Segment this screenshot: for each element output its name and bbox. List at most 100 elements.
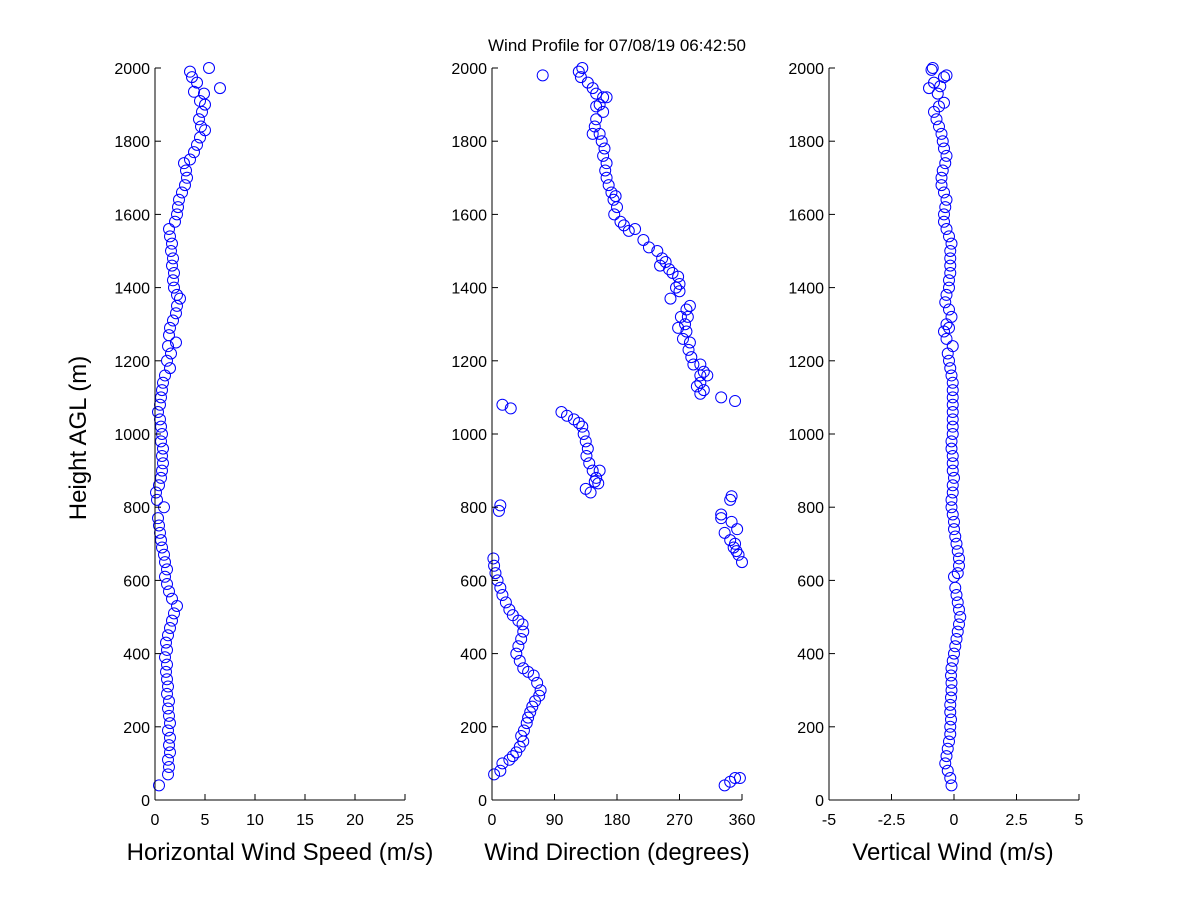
direction-data-point [674, 310, 687, 323]
vertical-data-point [944, 362, 957, 375]
vertical-data-point [945, 493, 958, 506]
direction-data-point [517, 724, 530, 737]
direction-data-point [611, 201, 623, 214]
vertical-data-point [938, 142, 950, 155]
vertical-y-tick-label: 1400 [788, 281, 824, 298]
speed-data-point [152, 512, 164, 525]
speed-x-tick-label: 25 [396, 812, 414, 829]
direction-data-point [694, 387, 707, 400]
vertical-data-point [940, 332, 953, 345]
vertical-data-point [940, 193, 953, 206]
direction-data-point [595, 135, 608, 148]
direction-data-point [515, 729, 528, 742]
vertical-data-point [935, 171, 948, 184]
speed-data-point [163, 695, 175, 708]
speed-data-point [164, 731, 176, 744]
speed-data-point [168, 281, 180, 294]
direction-data-point [504, 402, 517, 415]
speed-data-point [163, 585, 175, 598]
direction-y-tick-label: 1600 [451, 207, 487, 224]
direction-data-point [724, 493, 737, 506]
speed-data-point [186, 71, 198, 84]
vertical-data-point [948, 647, 960, 660]
direction-x-tick-label: 0 [488, 812, 497, 829]
vertical-y-tick-label: 1000 [788, 427, 824, 444]
direction-data-point [517, 662, 530, 675]
vertical-wind-panel: 0 200 400 600 800 1000 1200 1400 1600 1800 2000 -5 -… [788, 61, 1083, 866]
vertical-data-point [946, 457, 959, 470]
speed-data-point [166, 237, 178, 250]
speed-data-point [162, 702, 174, 715]
vertical-data-point [944, 266, 957, 279]
direction-data-point [664, 292, 677, 305]
vertical-data-point [935, 127, 948, 140]
direction-data-point [597, 149, 610, 162]
speed-data-point [165, 347, 177, 360]
speed-data-point [163, 223, 175, 236]
speed-y-tick-label: 200 [123, 720, 150, 737]
speed-data-point [162, 753, 174, 766]
direction-data-point [492, 504, 505, 517]
speed-data-point [188, 146, 200, 159]
direction-y-tick-label: 1400 [451, 281, 487, 298]
direction-data-point [494, 581, 507, 594]
direction-data-point [600, 171, 613, 184]
wind-direction-xlabel: Wind Direction (degrees) [484, 839, 749, 866]
vertical-data-point [945, 713, 957, 726]
direction-data-point [597, 91, 610, 104]
vertical-data-point [946, 654, 959, 667]
speed-data-point [152, 406, 164, 419]
direction-data-point [599, 164, 612, 177]
direction-data-point [533, 689, 546, 702]
speed-data-point [163, 761, 175, 774]
direction-data-point [685, 351, 698, 364]
vertical-x-tick-label: 5 [1075, 812, 1084, 829]
direction-data-point [517, 625, 530, 638]
direction-data-point [679, 318, 692, 331]
speed-data-point [162, 680, 174, 693]
speed-data-point [157, 442, 169, 455]
vertical-data-point [945, 310, 958, 323]
direction-data-point [496, 757, 509, 770]
speed-y-tick-label: 0 [141, 793, 150, 810]
direction-data-point [732, 548, 745, 561]
vertical-data-point [936, 135, 949, 148]
vertical-data-point [946, 413, 959, 426]
vertical-data-point [946, 376, 959, 389]
vertical-data-point [945, 669, 957, 682]
vertical-x-tick-label: 0 [950, 812, 959, 829]
speed-data-point [162, 768, 174, 781]
direction-data-point [690, 380, 703, 393]
vertical-data-point [926, 62, 939, 74]
vertical-data-point [945, 442, 958, 455]
vertical-data-point [944, 252, 957, 265]
vertical-data-point [938, 186, 950, 199]
speed-data-point [195, 120, 207, 133]
vertical-data-point [946, 508, 959, 521]
speed-data-point [168, 607, 180, 620]
direction-data-point [561, 409, 573, 422]
vertical-data-point [946, 486, 959, 499]
vertical-data-point [935, 179, 948, 192]
direction-data-point [718, 779, 731, 792]
vertical-data-point [943, 230, 955, 243]
vertical-data-point [946, 428, 959, 440]
vertical-data-point [945, 369, 958, 382]
vertical-data-point [940, 149, 953, 162]
direction-data-point [510, 647, 523, 660]
direction-x-tick-label: 180 [604, 812, 631, 829]
direction-data-point [682, 343, 695, 356]
direction-data-point [694, 369, 707, 382]
vertical-data-point [953, 559, 965, 572]
direction-data-point [534, 684, 547, 697]
wind-direction-panel: 0 200 400 600 800 1000 1200 1400 1600 1800 2000 0 90… [451, 61, 755, 866]
direction-data-point [524, 706, 537, 719]
direction-data-point [522, 711, 535, 724]
direction-data-point [663, 263, 676, 276]
speed-data-point [151, 493, 163, 506]
vertical-wind-axes: 0 200 400 600 800 1000 1200 1400 1600 1800 2000 -5 -… [788, 61, 1083, 829]
speed-data-point [156, 464, 168, 477]
speed-data-point [161, 643, 173, 656]
speed-y-tick-label: 1000 [114, 427, 150, 444]
direction-x-tick-label: 360 [729, 812, 756, 829]
